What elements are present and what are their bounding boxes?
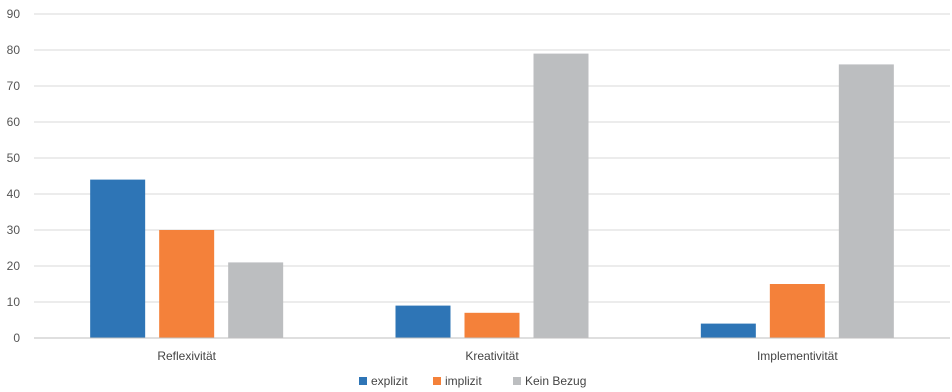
- x-category-label: Implementivität: [757, 349, 838, 363]
- legend-label: Kein Bezug: [525, 374, 586, 388]
- y-tick-label: 0: [13, 331, 20, 345]
- y-tick-label: 30: [7, 223, 21, 237]
- legend-label: implizit: [445, 374, 482, 388]
- bar-implizit-1: [464, 312, 520, 338]
- y-tick-label: 90: [7, 7, 21, 21]
- bar-explizit-0: [90, 179, 146, 338]
- y-axis-ticks: 0 10 20 30 40 50 60 70 80 90: [7, 7, 21, 345]
- bar-implizit-2: [769, 284, 825, 338]
- y-tick-label: 20: [7, 259, 21, 273]
- bar-implizit-0: [159, 230, 215, 338]
- y-tick-label: 80: [7, 43, 21, 57]
- x-category-label: Kreativität: [465, 349, 519, 363]
- x-axis-categories: Reflexivität Kreativität Implementivität: [157, 349, 838, 363]
- bar-kein-bezug-0: [228, 262, 284, 338]
- y-tick-label: 60: [7, 115, 21, 129]
- bar-explizit-1: [395, 305, 451, 338]
- x-category-label: Reflexivität: [157, 349, 216, 363]
- legend-swatch-kein-bezug: [513, 377, 521, 385]
- bar-explizit-2: [700, 323, 756, 338]
- y-tick-label: 50: [7, 151, 21, 165]
- legend-swatch-implizit: [433, 377, 441, 385]
- y-tick-label: 40: [7, 187, 21, 201]
- legend-label: explizit: [371, 374, 408, 388]
- y-tick-label: 70: [7, 79, 21, 93]
- bar-kein-bezug-2: [838, 64, 894, 339]
- legend-swatch-explizit: [359, 377, 367, 385]
- legend: explizit implizit Kein Bezug: [359, 374, 586, 388]
- y-tick-label: 10: [7, 295, 21, 309]
- bar-kein-bezug-1: [533, 53, 589, 338]
- bars: [90, 53, 894, 339]
